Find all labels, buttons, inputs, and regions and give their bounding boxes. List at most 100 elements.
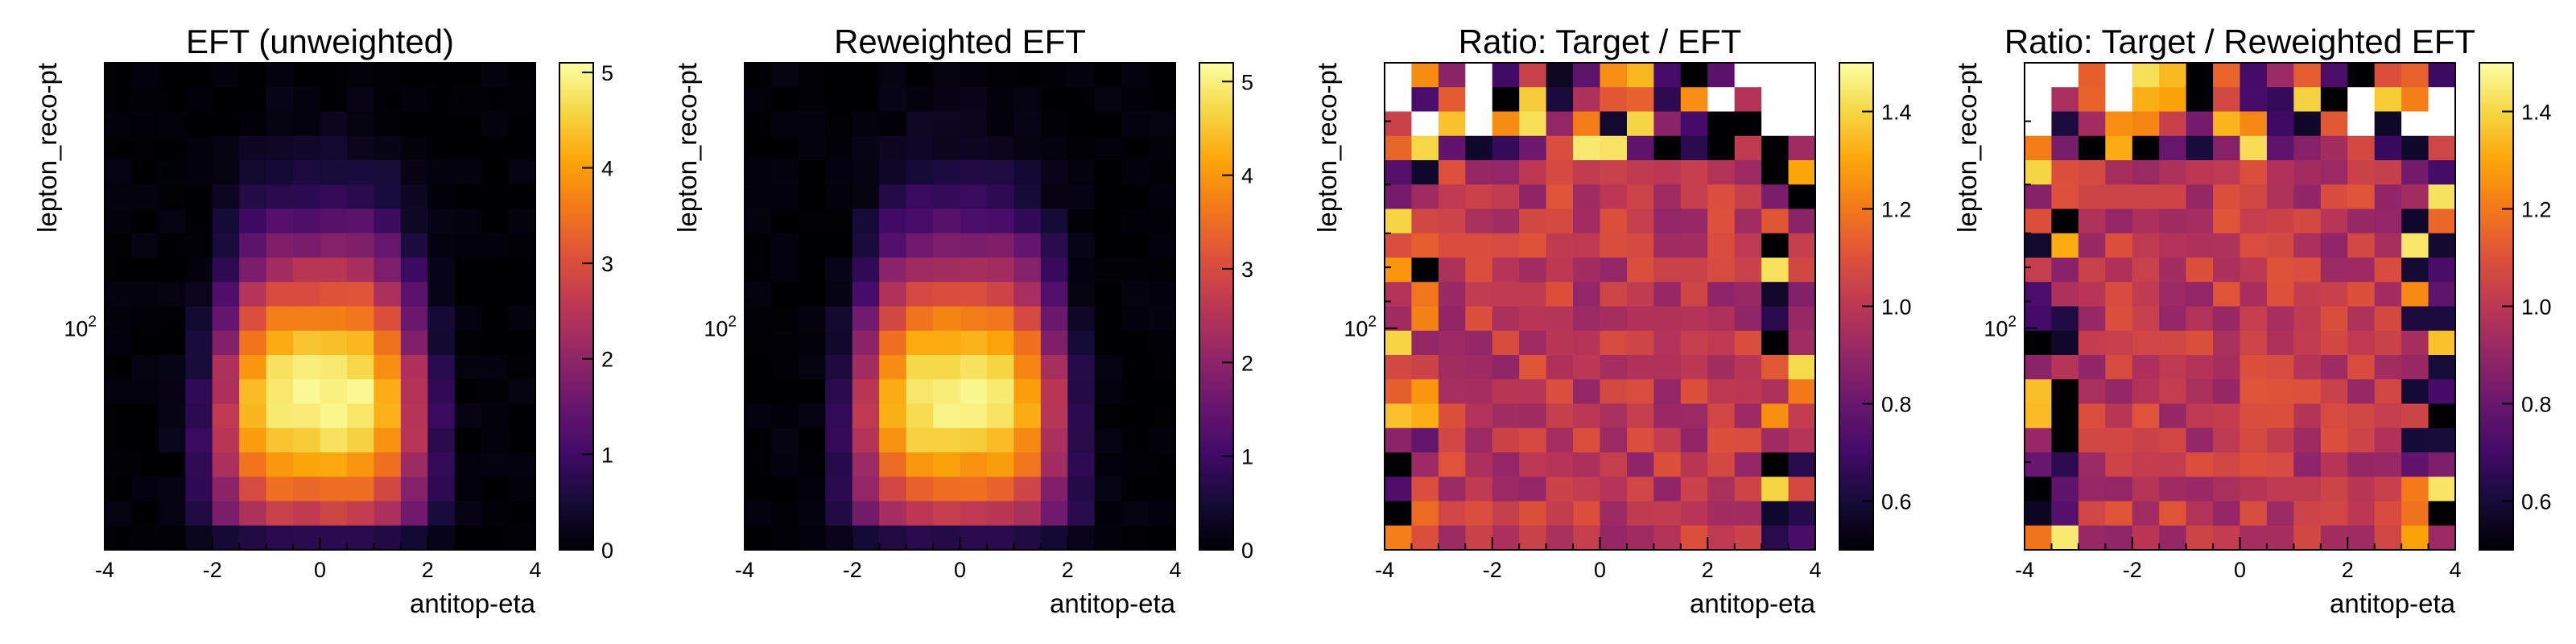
heatmap-cell bbox=[374, 208, 402, 234]
heatmap-cell bbox=[1788, 501, 1816, 526]
colorbar-frame bbox=[1199, 62, 1234, 551]
heatmap-cell bbox=[852, 160, 880, 185]
heatmap-cell bbox=[1680, 282, 1708, 308]
heatmap-cell bbox=[1013, 160, 1042, 185]
heatmap-cell bbox=[1707, 282, 1736, 308]
heatmap-cell bbox=[1411, 135, 1439, 161]
heatmap-cell bbox=[2051, 355, 2079, 380]
heatmap-cell bbox=[2347, 477, 2376, 502]
heatmap-cell bbox=[2374, 355, 2402, 380]
heatmap-cell bbox=[1121, 452, 1150, 477]
heatmap-cell bbox=[825, 258, 853, 283]
heatmap-cell bbox=[239, 330, 267, 356]
heatmap-cell bbox=[1067, 452, 1096, 477]
heatmap-cell bbox=[1067, 525, 1096, 551]
heatmap-cell bbox=[481, 452, 510, 477]
heatmap-cell bbox=[852, 427, 880, 453]
chart-title: Ratio: Target / Reweighted EFT bbox=[2004, 23, 2475, 60]
heatmap-cell bbox=[2105, 87, 2133, 113]
heatmap-cell bbox=[1788, 477, 1816, 502]
heatmap-cell bbox=[2347, 184, 2376, 210]
heatmap-cell bbox=[2213, 87, 2241, 113]
colorbar-tick-label: 1.0 bbox=[1881, 295, 1912, 320]
heatmap-cell bbox=[2347, 282, 2376, 308]
heatmap-cell bbox=[2240, 63, 2268, 88]
heatmap-cell bbox=[1519, 87, 1547, 113]
heatmap-cell bbox=[454, 452, 482, 477]
x-tick-label: 0 bbox=[2234, 558, 2246, 582]
heatmap-cell bbox=[1438, 452, 1466, 477]
heatmap-cell bbox=[1600, 501, 1628, 526]
heatmap-cell bbox=[346, 184, 374, 210]
heatmap-cell bbox=[1546, 258, 1574, 283]
heatmap-cell bbox=[481, 477, 510, 502]
heatmap-cell bbox=[1707, 63, 1736, 88]
heatmap-cell bbox=[2347, 233, 2376, 258]
heatmap-cell bbox=[2374, 208, 2402, 234]
heatmap-cell bbox=[1707, 233, 1736, 258]
heatmap-cell bbox=[2240, 525, 2268, 551]
heatmap-cell bbox=[1546, 355, 1574, 380]
heatmap-cell bbox=[879, 87, 907, 113]
heatmap-cell bbox=[374, 184, 402, 210]
heatmap-cell bbox=[1385, 355, 1413, 380]
heatmap-cell bbox=[1148, 63, 1176, 88]
heatmap-cell bbox=[2240, 403, 2268, 429]
heatmap-cell bbox=[1492, 87, 1520, 113]
heatmap-cell bbox=[454, 63, 482, 88]
heatmap-cell bbox=[2401, 452, 2429, 477]
heatmap-cell bbox=[2240, 233, 2268, 258]
heatmap-cell bbox=[1411, 87, 1439, 113]
heatmap-cell bbox=[852, 403, 880, 429]
colorbar-tick-label: 0.8 bbox=[1881, 393, 1912, 417]
heatmap-cell bbox=[2213, 525, 2241, 551]
heatmap-cell bbox=[1600, 477, 1628, 502]
colorbar-tick-label: 3 bbox=[601, 252, 613, 276]
heatmap-cell bbox=[239, 427, 267, 453]
heatmap-cell bbox=[1465, 403, 1493, 429]
heatmap-cell bbox=[131, 525, 159, 551]
heatmap-cell bbox=[771, 87, 799, 113]
heatmap-cell bbox=[771, 135, 799, 161]
heatmap-cell bbox=[879, 427, 907, 453]
heatmap-cell bbox=[1761, 477, 1790, 502]
heatmap-cell bbox=[2266, 403, 2294, 429]
heatmap-cell bbox=[185, 184, 213, 210]
heatmap-cell bbox=[1788, 282, 1816, 308]
heatmap-cell bbox=[346, 63, 374, 88]
heatmap-cell bbox=[906, 330, 934, 356]
heatmap-cell bbox=[2025, 87, 2053, 113]
heatmap-cell bbox=[2293, 208, 2322, 234]
heatmap-cell bbox=[1626, 452, 1654, 477]
heatmap-cell bbox=[1465, 135, 1493, 161]
heatmap-cell bbox=[1761, 258, 1790, 283]
heatmap-cell bbox=[986, 135, 1014, 161]
heatmap-cell bbox=[1788, 330, 1816, 356]
heatmap-cell bbox=[745, 282, 773, 308]
heatmap-cell bbox=[1013, 306, 1042, 332]
heatmap-cell bbox=[508, 525, 536, 551]
heatmap-cell bbox=[1148, 355, 1176, 380]
heatmap-cell bbox=[771, 208, 799, 234]
heatmap-cell bbox=[2078, 282, 2106, 308]
heatmap-cell bbox=[2186, 208, 2214, 234]
heatmap-cell bbox=[1788, 208, 1816, 234]
heatmap-cell bbox=[427, 111, 456, 137]
heatmap-cell bbox=[2105, 282, 2133, 308]
heatmap-cell bbox=[266, 160, 294, 185]
heatmap-cell bbox=[2320, 306, 2348, 332]
heatmap-cell bbox=[293, 306, 321, 332]
heatmap-cell bbox=[1385, 452, 1413, 477]
heatmap-cell bbox=[1148, 306, 1176, 332]
heatmap-cell bbox=[2159, 87, 2187, 113]
heatmap-cell bbox=[1573, 184, 1601, 210]
heatmap-cell bbox=[131, 452, 159, 477]
heatmap-cell bbox=[2159, 501, 2187, 526]
heatmap-cell bbox=[481, 282, 510, 308]
heatmap-cell bbox=[2025, 355, 2053, 380]
heatmap-cell bbox=[293, 477, 321, 502]
heatmap-cell bbox=[1788, 452, 1816, 477]
heatmap-cell bbox=[2132, 111, 2160, 137]
heatmap-cell bbox=[158, 184, 186, 210]
